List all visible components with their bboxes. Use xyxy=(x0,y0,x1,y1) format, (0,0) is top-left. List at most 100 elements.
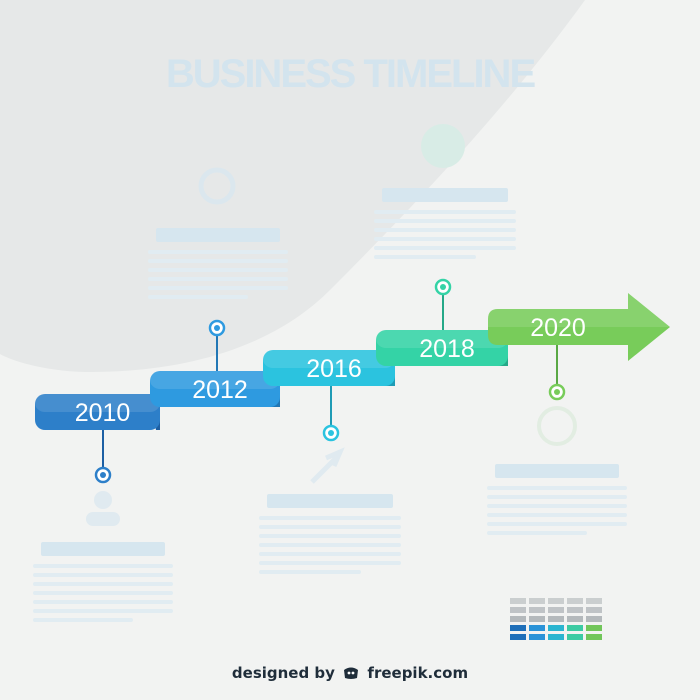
palette-swatch xyxy=(529,598,545,604)
palette-swatch xyxy=(510,598,526,604)
background-arc xyxy=(0,0,585,372)
palette-swatch xyxy=(567,625,583,631)
freepik-logo-icon xyxy=(344,667,359,679)
block-text-line xyxy=(487,495,627,499)
page-title: BUSINESS TIMELINE xyxy=(165,52,536,96)
person-icon-body xyxy=(86,512,120,526)
block-text-line xyxy=(148,250,288,254)
timeline-steps: 2010 2012 2016 2018 2020 xyxy=(35,293,670,430)
block-text-line xyxy=(259,534,401,538)
block-text-line xyxy=(259,570,361,574)
growth-icon xyxy=(310,447,345,484)
palette-swatch xyxy=(567,607,583,613)
step-shape xyxy=(376,330,508,366)
block-text-line xyxy=(33,573,173,577)
block-text-line xyxy=(33,564,173,568)
step-2020: 2020 xyxy=(488,293,670,361)
block-text-line xyxy=(148,268,288,272)
year-label: 2012 xyxy=(192,376,248,404)
block-text-line xyxy=(259,525,401,529)
block-heading xyxy=(495,464,619,478)
block-text-line xyxy=(259,543,401,547)
faded-content-blocks xyxy=(33,124,627,622)
block-text-line xyxy=(487,531,587,535)
palette-swatch xyxy=(510,607,526,613)
block-text-line xyxy=(148,277,288,281)
block-text-line xyxy=(487,504,627,508)
palette-swatch xyxy=(586,607,602,613)
step-2016: 2016 xyxy=(263,350,395,386)
connector-node-dot xyxy=(554,389,560,395)
step-shape xyxy=(263,350,395,386)
palette-swatch xyxy=(548,634,564,640)
step-shape xyxy=(150,371,280,407)
block-text-line xyxy=(259,516,401,520)
connectors xyxy=(94,278,566,484)
palette-swatch xyxy=(586,634,602,640)
clock-icon xyxy=(537,406,577,446)
block-text-line xyxy=(148,295,248,299)
palette-swatch xyxy=(529,607,545,613)
palette-swatch xyxy=(510,634,526,640)
block-text-line xyxy=(487,486,627,490)
block-text-line xyxy=(374,246,516,250)
connector-node-dot xyxy=(100,472,106,478)
palette-swatch xyxy=(586,616,602,622)
block-text-line xyxy=(33,618,133,622)
step-highlight xyxy=(35,394,160,412)
palette-swatch xyxy=(586,625,602,631)
step-highlight xyxy=(376,330,508,348)
step-highlight xyxy=(263,350,395,368)
step-highlight xyxy=(150,371,280,389)
step-2018: 2018 xyxy=(376,330,508,366)
palette-swatch xyxy=(567,598,583,604)
block-heading xyxy=(156,228,280,242)
block-text-line xyxy=(374,219,516,223)
palette-swatch xyxy=(510,616,526,622)
block-heading xyxy=(382,188,508,202)
block-text-line xyxy=(33,591,173,595)
block-text-line xyxy=(148,259,288,263)
palette-swatch xyxy=(548,607,564,613)
person-icon xyxy=(94,491,112,509)
block-text-line xyxy=(374,255,476,259)
chart-icon xyxy=(198,167,236,205)
block-text-line xyxy=(487,513,627,517)
block-text-line xyxy=(487,522,627,526)
step-2012: 2012 xyxy=(150,371,280,407)
block-text-line xyxy=(33,609,173,613)
step-highlight xyxy=(488,293,670,327)
palette-swatch xyxy=(548,625,564,631)
block-text-line xyxy=(374,210,516,214)
block-text-line xyxy=(374,237,516,241)
step-arrow-shape xyxy=(488,293,670,361)
block-text-line xyxy=(374,228,516,232)
block-text-line xyxy=(148,286,288,290)
palette-swatch xyxy=(510,625,526,631)
block-text-line xyxy=(259,561,401,565)
palette-swatch xyxy=(529,616,545,622)
block-heading xyxy=(41,542,165,556)
year-label: 2018 xyxy=(419,335,475,363)
palette-swatch xyxy=(548,616,564,622)
credit-brand: freepik.com xyxy=(367,664,469,682)
step-2010: 2010 xyxy=(35,394,160,430)
block-text-line xyxy=(33,582,173,586)
idea-icon xyxy=(421,124,465,168)
credit-line[interactable]: designed by freepik.com xyxy=(0,664,700,682)
year-label: 2016 xyxy=(306,355,362,383)
connector-node-dot xyxy=(214,325,220,331)
step-shape xyxy=(35,394,160,430)
color-palette xyxy=(510,598,602,640)
palette-swatch xyxy=(567,634,583,640)
connector-node-dot xyxy=(328,430,334,436)
block-heading xyxy=(267,494,393,508)
year-label: 2010 xyxy=(75,399,131,427)
block-text-line xyxy=(259,552,401,556)
year-label: 2020 xyxy=(530,314,586,342)
palette-swatch xyxy=(529,625,545,631)
connector-node-dot xyxy=(440,284,446,290)
palette-swatch xyxy=(548,598,564,604)
